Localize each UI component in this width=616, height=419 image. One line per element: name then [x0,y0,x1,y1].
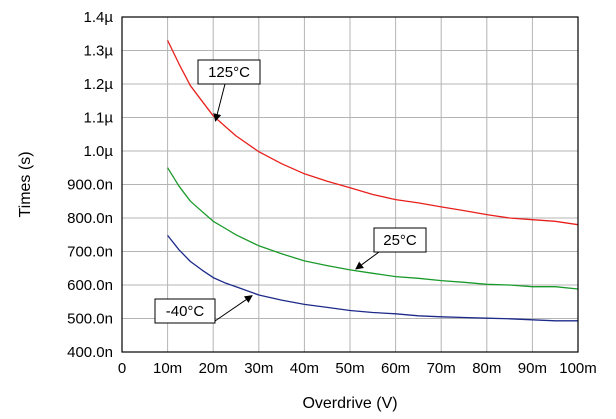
annotations: 125°C 25°C -40°C [154,59,427,324]
x-tick-label: 100m [559,360,597,377]
y-tick-label: 800.0n [67,210,113,227]
annotation-arrow [214,295,253,322]
annotation-arrow [213,83,226,122]
annotation-arrow [355,251,380,270]
y-tick-label: 400.0n [67,344,113,361]
y-tick-label: 1.4µ [84,9,114,26]
x-tick-label: 50m [335,360,364,377]
y-tick-label: 1.3µ [84,43,114,60]
y-tick-label: 900.0n [67,177,113,194]
x-tick-label: 80m [472,360,501,377]
annotation-label: -40°C [166,303,205,320]
x-axis-title: Overdrive (V) [302,395,397,412]
annotation-box [373,227,427,253]
annotation-label: 25°C [383,232,417,249]
annotation-box [197,59,261,85]
x-tick-label: 60m [381,360,410,377]
y-tick-label: 700.0n [67,244,113,261]
x-tick-label: 70m [427,360,456,377]
y-axis-title: Times (s) [17,151,34,217]
y-tick-label: 500.0n [67,311,113,328]
y-tick-label: 600.0n [67,277,113,294]
plot-frame [121,16,579,353]
x-tick-label: 0 [118,360,126,377]
series-group [167,40,579,322]
annotation-box [154,298,216,324]
tick-labels: 0 10m 20m 30m 40m 50m 60m 70m 80m 90m 100m 400.0n 50… [67,9,597,377]
y-tick-label: 1.0µ [84,143,114,160]
y-tick-label: 1.1µ [84,110,114,127]
series-line-1 [167,167,579,290]
x-tick-label: 20m [199,360,228,377]
annotation-label: 125°C [208,64,250,81]
x-tick-label: 90m [518,360,547,377]
series-line-2 [167,234,578,322]
x-tick-label: 30m [244,360,273,377]
x-tick-label: 40m [290,360,319,377]
series-line-0 [167,40,579,226]
x-tick-label: 10m [153,360,182,377]
y-tick-label: 1.2µ [84,76,114,93]
